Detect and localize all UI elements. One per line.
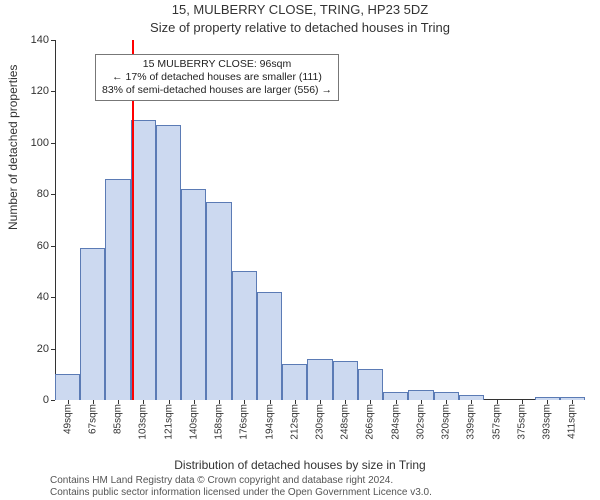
xtick-label: 230sqm — [315, 404, 326, 440]
ytick-label: 0 — [43, 394, 49, 406]
histogram-bar — [156, 125, 181, 400]
ytick-mark — [51, 349, 55, 350]
xtick-label: 67sqm — [87, 404, 98, 434]
ytick-label: 80 — [37, 188, 49, 200]
attribution-line: Contains HM Land Registry data © Crown c… — [50, 475, 590, 487]
ytick-mark — [51, 91, 55, 92]
plot-area: 02040608010012014049sqm67sqm85sqm103sqm1… — [55, 40, 585, 400]
xtick-label: 357sqm — [491, 404, 502, 440]
xtick-label: 158sqm — [214, 404, 225, 440]
xtick-label: 375sqm — [516, 404, 527, 440]
histogram-bar — [232, 271, 257, 400]
xtick-label: 248sqm — [340, 404, 351, 440]
xtick-label: 212sqm — [289, 404, 300, 440]
annotation-line: ← 17% of detached houses are smaller (11… — [102, 71, 332, 84]
xtick-label: 320sqm — [441, 404, 452, 440]
xtick-label: 140sqm — [188, 404, 199, 440]
xtick-label: 339sqm — [466, 404, 477, 440]
chart-subtitle: Size of property relative to detached ho… — [0, 20, 600, 35]
xtick-label: 103sqm — [138, 404, 149, 440]
ytick-label: 120 — [31, 85, 49, 97]
ytick-label: 20 — [37, 343, 49, 355]
histogram-bar — [206, 202, 231, 400]
attribution-text: Contains HM Land Registry data © Crown c… — [50, 475, 590, 498]
ytick-label: 60 — [37, 240, 49, 252]
ytick-mark — [51, 194, 55, 195]
xtick-label: 411sqm — [567, 404, 578, 439]
histogram-bar — [105, 179, 130, 400]
chart-container: { "chart": { "type": "histogram", "title… — [0, 0, 600, 500]
x-axis-label: Distribution of detached houses by size … — [0, 458, 600, 472]
histogram-bar — [307, 359, 332, 400]
ytick-mark — [51, 246, 55, 247]
y-axis-label: Number of detached properties — [6, 65, 20, 230]
annotation-line: 15 MULBERRY CLOSE: 96sqm — [102, 58, 332, 71]
annotation-box: 15 MULBERRY CLOSE: 96sqm← 17% of detache… — [95, 54, 339, 101]
xtick-label: 266sqm — [365, 404, 376, 440]
ytick-mark — [51, 40, 55, 41]
ytick-mark — [51, 400, 55, 401]
histogram-bar — [383, 392, 408, 400]
xtick-label: 85sqm — [113, 404, 124, 434]
xtick-label: 49sqm — [62, 404, 73, 434]
xtick-label: 393sqm — [542, 404, 553, 440]
xtick-label: 302sqm — [415, 404, 426, 440]
histogram-bar — [434, 392, 459, 400]
histogram-bar — [257, 292, 282, 400]
histogram-bar — [131, 120, 156, 400]
ytick-label: 100 — [31, 137, 49, 149]
histogram-bar — [282, 364, 307, 400]
ytick-label: 40 — [37, 291, 49, 303]
y-axis-line — [55, 40, 56, 400]
attribution-line: Contains public sector information licen… — [50, 487, 590, 499]
histogram-bar — [358, 369, 383, 400]
histogram-bar — [333, 361, 358, 400]
xtick-label: 194sqm — [264, 404, 275, 440]
histogram-bar — [181, 189, 206, 400]
xtick-label: 284sqm — [390, 404, 401, 440]
ytick-mark — [51, 297, 55, 298]
annotation-line: 83% of semi-detached houses are larger (… — [102, 84, 332, 97]
xtick-label: 121sqm — [163, 404, 174, 440]
histogram-bar — [80, 248, 105, 400]
xtick-label: 176sqm — [239, 404, 250, 440]
chart-title: 15, MULBERRY CLOSE, TRING, HP23 5DZ — [0, 2, 600, 17]
ytick-label: 140 — [31, 34, 49, 46]
histogram-bar — [408, 390, 433, 400]
histogram-bar — [55, 374, 80, 400]
ytick-mark — [51, 143, 55, 144]
